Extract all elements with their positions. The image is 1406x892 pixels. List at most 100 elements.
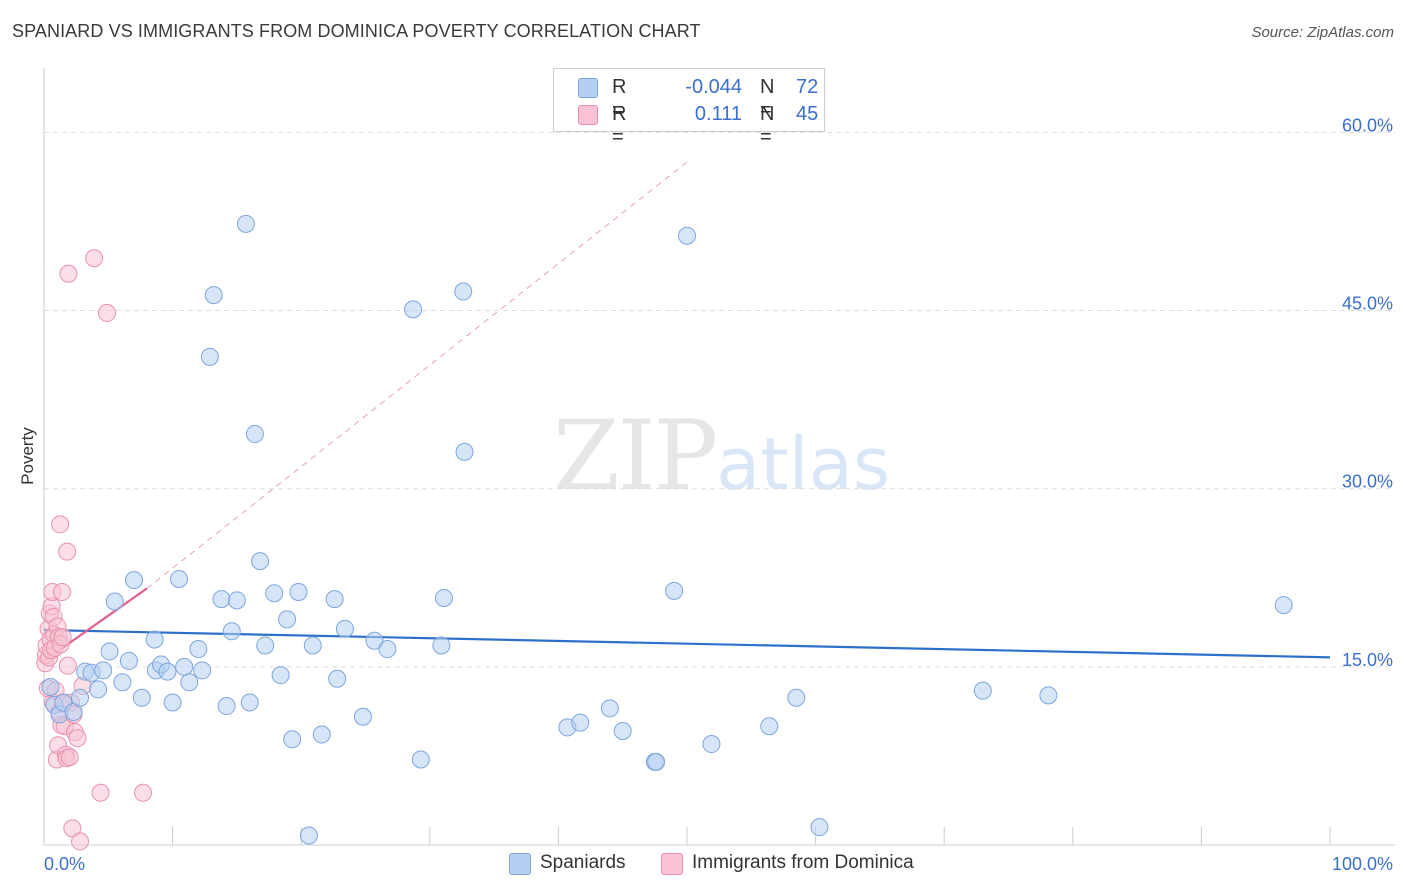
spaniard-point — [600, 699, 619, 718]
data-points — [36, 214, 1293, 851]
correlation-legend: R = -0.044 N = 72 R = 0.111 N = 45 — [553, 68, 825, 148]
dominica-point — [53, 628, 72, 647]
spaniard-point — [432, 636, 451, 655]
spaniard-point — [278, 610, 297, 629]
watermark-atlas: atlas — [716, 422, 891, 506]
spaniard-point — [236, 214, 255, 233]
gridlines — [44, 131, 1395, 668]
n-label: N = — [760, 76, 775, 121]
dominica-point — [53, 583, 72, 602]
spaniard-point — [613, 721, 632, 740]
dominica-point — [91, 783, 110, 802]
legend-swatch-spaniards — [578, 78, 598, 98]
spaniard-point — [180, 673, 199, 692]
spaniard-point — [170, 569, 189, 588]
spaniard-point — [787, 688, 806, 707]
spaniard-point — [299, 826, 318, 845]
spaniard-point — [189, 640, 208, 659]
dominica-point — [51, 515, 70, 534]
spaniard-point — [125, 571, 144, 590]
y-axis-label: Poverty — [18, 427, 37, 485]
dominica-point — [71, 832, 90, 851]
spaniard-point — [303, 636, 322, 655]
spaniard-point — [193, 661, 212, 680]
spaniard-point — [94, 661, 113, 680]
dominica-point — [58, 656, 77, 675]
legend-label-spaniards: Spaniards — [540, 852, 626, 873]
spaniard-point — [1039, 686, 1058, 705]
spaniard-point — [760, 717, 779, 736]
legend-swatch-dominica — [578, 105, 598, 125]
spaniard-point — [163, 693, 182, 712]
spaniard-point — [571, 713, 590, 732]
legend-swatch-dominica — [661, 853, 683, 875]
spaniard-point — [200, 347, 219, 366]
spaniard-point — [132, 688, 151, 707]
spaniard-point — [702, 735, 721, 754]
tick-labels: 15.0% 30.0% 45.0% 60.0% 0.0% 100.0% Poverty — [18, 115, 1393, 874]
spaniard-point — [973, 681, 992, 700]
spaniard-point — [89, 680, 108, 699]
spaniard-point — [378, 640, 397, 659]
watermark: ZIPatlas — [553, 400, 890, 512]
spaniard-point — [289, 583, 308, 602]
spaniard-point — [41, 678, 60, 697]
axes — [43, 68, 1395, 846]
spaniard-point — [113, 673, 132, 692]
dominica-point — [68, 729, 87, 748]
spaniard-point — [175, 657, 194, 676]
dominica-point — [98, 303, 117, 322]
chart-title: SPANIARD VS IMMIGRANTS FROM DOMINICA POV… — [12, 21, 701, 41]
x-tick-label: 0.0% — [44, 854, 85, 874]
dominica-point — [58, 542, 77, 561]
r-value: 0.111 — [694, 103, 742, 125]
n-value: 72 — [796, 76, 819, 98]
dominica-point — [85, 249, 104, 268]
trend-line — [146, 161, 688, 589]
spaniard-point — [665, 581, 684, 600]
spaniard-point — [678, 226, 696, 245]
spaniard-point — [353, 707, 372, 726]
y-tick-label: 15.0% — [1342, 650, 1393, 670]
y-tick-label: 60.0% — [1342, 115, 1393, 135]
spaniard-point — [145, 630, 164, 649]
r-value: -0.044 — [685, 76, 742, 98]
source-label: Source: ZipAtlas.com — [1251, 24, 1394, 41]
dominica-point — [60, 748, 79, 767]
spaniard-point — [71, 688, 90, 707]
spaniard-point — [105, 592, 124, 611]
y-tick-label: 45.0% — [1342, 294, 1393, 314]
spaniard-point — [335, 619, 354, 638]
y-tick-label: 30.0% — [1342, 472, 1393, 492]
spaniard-point — [227, 591, 246, 610]
spaniard-point — [217, 697, 236, 716]
spaniard-point — [256, 636, 275, 655]
spaniard-point — [283, 730, 302, 749]
spaniard-point — [411, 750, 430, 769]
spaniard-point — [204, 286, 223, 305]
n-label: N = — [760, 103, 775, 148]
spaniard-point — [240, 693, 259, 712]
spaniard-point — [328, 669, 347, 688]
spaniard-point — [271, 666, 290, 685]
spaniard-point — [245, 425, 264, 444]
spaniard-point — [810, 818, 829, 837]
legend-label-dominica: Immigrants from Dominica — [692, 852, 914, 873]
spaniard-point — [222, 622, 241, 641]
spaniard-point — [434, 588, 453, 607]
spaniard-point — [454, 282, 473, 301]
r-label: R = — [612, 76, 627, 121]
spaniard-point — [365, 631, 384, 650]
r-label: R = — [612, 103, 627, 148]
n-value: 45 — [796, 103, 819, 125]
dominica-point — [59, 264, 78, 283]
spaniard-point — [100, 642, 119, 661]
spaniard-point — [312, 725, 331, 744]
spaniard-point — [212, 590, 231, 609]
spaniard-point — [1274, 596, 1293, 615]
spaniard-point — [265, 584, 284, 603]
spaniard-point — [158, 662, 177, 681]
trend-line — [43, 628, 1331, 659]
spaniard-point — [251, 552, 270, 571]
dominica-point — [134, 783, 153, 802]
